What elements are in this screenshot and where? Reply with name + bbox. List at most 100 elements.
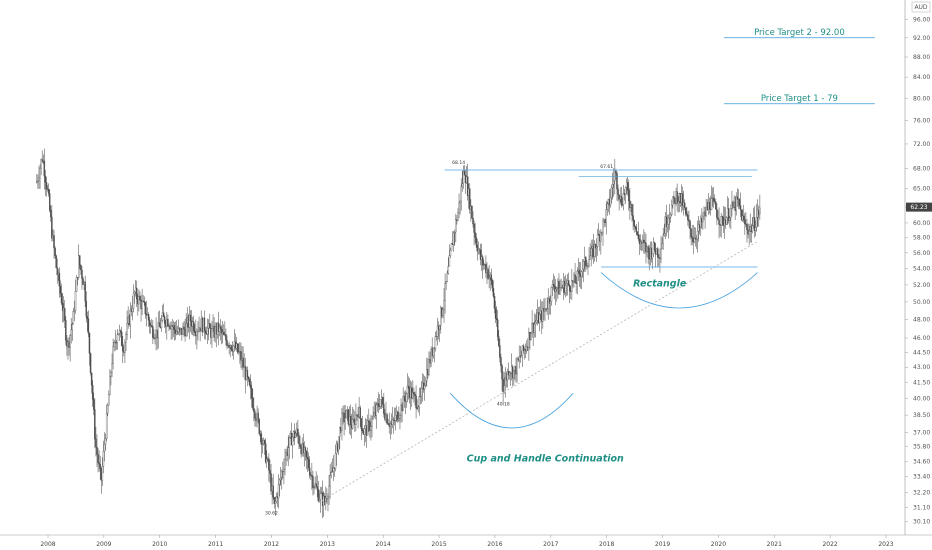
candle-body	[160, 320, 163, 328]
candle-body	[613, 180, 615, 185]
candle-body	[477, 249, 480, 252]
candle-body	[668, 217, 671, 219]
candle-body	[104, 438, 107, 445]
y-tick-label: 37.00	[913, 429, 930, 436]
y-tick-label: 58.00	[913, 235, 930, 242]
candle-body	[476, 245, 479, 252]
candle-body	[112, 346, 114, 364]
candle-body	[448, 255, 451, 267]
candle-body	[41, 159, 43, 162]
candle-body	[81, 269, 83, 279]
candle-body	[97, 454, 99, 463]
candle-body	[53, 235, 55, 249]
candle-body	[223, 331, 225, 336]
candle-body	[443, 300, 445, 310]
candle-body	[69, 335, 71, 348]
candle-body	[334, 453, 337, 469]
candle-body	[576, 271, 578, 284]
candle-body	[313, 487, 315, 489]
candle-body	[249, 384, 252, 389]
y-tick-label: 44.50	[913, 349, 930, 356]
candle-body	[39, 167, 41, 179]
candle-body	[204, 330, 207, 334]
cup-arc	[449, 392, 574, 429]
y-tick-label: 65.00	[913, 185, 930, 192]
point-labels: 30.62 68.14 40.18 67.61	[265, 160, 613, 517]
candle-body	[616, 173, 618, 190]
candle-body	[472, 217, 474, 225]
candle-body	[419, 395, 422, 397]
candle-body	[681, 193, 684, 206]
y-tick-label: 76.00	[913, 118, 930, 125]
price-target-label-1: Price Target 2 - 92.00	[754, 28, 845, 38]
candle-body	[185, 323, 187, 336]
candle-body	[432, 347, 434, 357]
candle-body	[495, 318, 498, 321]
candle-body	[665, 216, 668, 228]
candle-body	[513, 370, 515, 379]
candle-body	[710, 198, 713, 210]
candle-body	[440, 307, 442, 326]
candle-body	[474, 232, 476, 238]
candle-body	[254, 411, 256, 419]
candle-body	[506, 371, 509, 381]
candle-body	[370, 426, 372, 431]
candle-body	[188, 315, 191, 328]
candle-body	[549, 301, 552, 304]
candle-body	[500, 357, 502, 366]
candle-body	[466, 176, 469, 197]
candle-body	[189, 315, 192, 322]
candle-body	[413, 392, 415, 395]
candle-body	[593, 243, 596, 257]
candle-body	[47, 189, 50, 194]
price-axis[interactable]: 30.10 31.10 32.20 33.40 34.60 35.80 37.00 38.50…	[905, 16, 930, 526]
currency-box: AUD	[911, 1, 931, 13]
candle-body	[488, 277, 490, 279]
point-label: 68.14	[452, 160, 465, 166]
candle-body	[307, 459, 310, 469]
candle-body	[89, 353, 92, 374]
candle-body	[672, 196, 674, 206]
time-axis[interactable]: 2008 2009 2010 2011 2012 2013 2014 2015 2016 2017…	[40, 535, 894, 548]
candle-body	[725, 217, 728, 225]
x-tick-label: 2009	[96, 541, 111, 548]
candle-body	[151, 325, 153, 327]
candle-body	[449, 249, 452, 256]
candle-body	[157, 322, 159, 339]
candle-body	[481, 256, 484, 266]
candle-body	[499, 345, 501, 358]
candle-body	[546, 308, 548, 311]
candle-body	[318, 499, 321, 502]
candle-body	[65, 320, 67, 341]
candle-body	[84, 281, 86, 302]
candle-body	[279, 477, 282, 481]
candle-body	[391, 419, 394, 425]
candle-body	[715, 201, 717, 210]
candle-body	[450, 243, 453, 251]
candle-body	[520, 355, 523, 358]
candle-body	[369, 421, 371, 431]
candle-body	[611, 184, 614, 188]
candle-body	[377, 403, 380, 407]
candle-body	[120, 331, 123, 347]
candle-body	[225, 334, 227, 341]
candle-body	[288, 437, 291, 448]
candle-body	[311, 475, 313, 477]
candle-body	[739, 205, 742, 210]
candle-body	[444, 283, 446, 301]
candle-body	[508, 372, 511, 376]
candle-body	[219, 326, 222, 330]
candle-body	[658, 256, 660, 259]
candle-body	[337, 436, 340, 451]
candle-body	[631, 204, 633, 216]
candle-body	[587, 265, 589, 267]
candle-body	[662, 234, 664, 244]
candle-body	[103, 443, 106, 452]
candle-body	[94, 409, 96, 440]
candle-body	[316, 486, 318, 490]
candle-body	[485, 264, 487, 274]
candle-body	[312, 476, 314, 489]
candle-body	[138, 296, 140, 305]
candle-body	[634, 225, 636, 228]
